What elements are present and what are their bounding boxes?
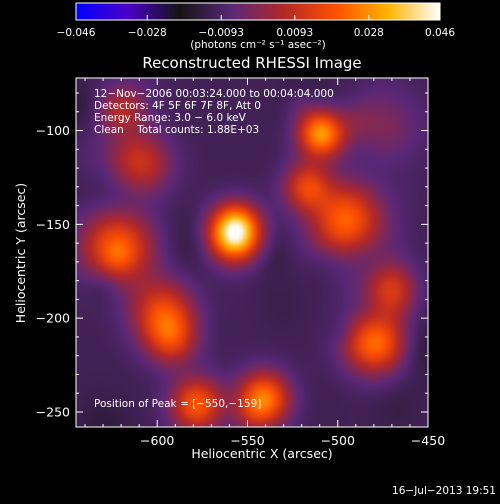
colorbar-tick-label: 0.046 bbox=[425, 27, 455, 39]
annotation-clean-counts: Clean Total counts: 1.88E+03 bbox=[94, 124, 259, 136]
axis-ticks: −600 −550 −500 −450 −100 −150 −200 −250 bbox=[36, 78, 445, 448]
y-tick-label: −150 bbox=[36, 217, 70, 232]
y-tick-label: −250 bbox=[36, 404, 70, 419]
colorbar-tick-label: −0.0093 bbox=[198, 27, 244, 39]
annotation-detectors: Detectors: 4F 5F 6F 7F 8F, Att 0 bbox=[94, 100, 261, 112]
plot-frame bbox=[75, 77, 429, 428]
colorbar-unit-label: (photons cm⁻² s⁻¹ asec⁻²) bbox=[190, 39, 325, 51]
chart-title: Reconstructed RHESSI Image bbox=[142, 54, 361, 72]
colorbar-gradient bbox=[75, 2, 441, 21]
timestamp: 16−Jul−2013 19:51 bbox=[392, 485, 496, 497]
plot-area: −600 −550 −500 −450 −100 −150 −200 −250 bbox=[36, 77, 445, 448]
annotation-block: 12−Nov−2006 00:03:24.000 to 00:04:04.000… bbox=[94, 88, 334, 136]
colorbar-ticks: −0.046 −0.028 −0.0093 0.0093 0.028 0.046 bbox=[57, 15, 455, 39]
x-tick-label: −600 bbox=[140, 433, 174, 448]
y-axis-label: Heliocentric Y (arcsec) bbox=[13, 183, 28, 323]
y-tick-label: −200 bbox=[36, 311, 70, 326]
colorbar-tick-label: −0.046 bbox=[57, 27, 96, 39]
x-axis-label: Heliocentric X (arcsec) bbox=[191, 446, 332, 461]
colorbar-tick-label: −0.028 bbox=[128, 27, 167, 39]
heatmap-image bbox=[76, 78, 428, 427]
peak-position-label: Position of Peak = [−550,−159] bbox=[94, 398, 261, 410]
y-tick-label: −100 bbox=[36, 123, 70, 138]
annotation-time-range: 12−Nov−2006 00:03:24.000 to 00:04:04.000 bbox=[94, 88, 334, 100]
colorbar-tick-label: 0.028 bbox=[354, 27, 384, 39]
colorbar: −0.046 −0.028 −0.0093 0.0093 0.028 0.046 (pho… bbox=[57, 2, 455, 51]
colorbar-tick-label: 0.0093 bbox=[276, 27, 313, 39]
x-tick-label: −500 bbox=[321, 433, 355, 448]
x-tick-label: −550 bbox=[230, 433, 264, 448]
annotation-energy-range: Energy Range: 3.0 − 6.0 keV bbox=[94, 112, 247, 124]
x-tick-label: −450 bbox=[411, 433, 445, 448]
